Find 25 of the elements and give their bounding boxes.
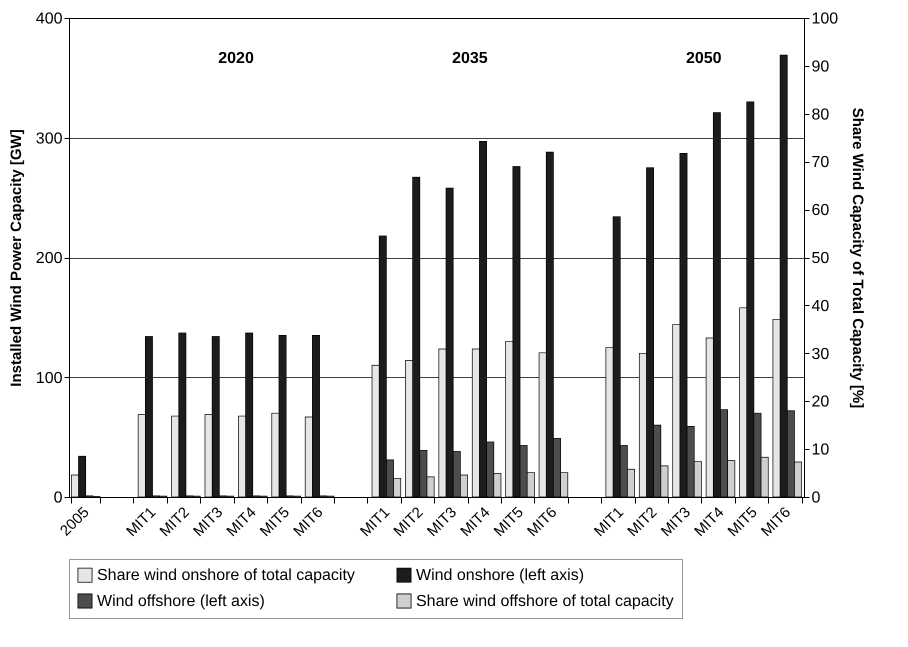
y-tick-label: 200 — [36, 250, 63, 267]
y2-tick-label: 40 — [812, 298, 830, 315]
y-tick-label: 100 — [36, 370, 63, 387]
y2-tick-label: 20 — [812, 394, 830, 411]
annotation: 2035 — [452, 50, 488, 67]
y-axis-title: Installed Wind Power Capacity [GW] — [8, 129, 25, 387]
legend-label: Wind offshore (left axis) — [97, 593, 265, 610]
y2-tick-label: 80 — [812, 106, 830, 124]
legend-label: Share wind offshore of total capacity — [416, 593, 674, 610]
y2-tick-label: 70 — [812, 154, 830, 172]
y2-tick-label: 30 — [812, 346, 830, 363]
y2-axis-title: Share Wind Capacity of Total Capacity [%] — [849, 108, 866, 408]
y2-tick-label: 60 — [812, 202, 830, 220]
y-tick-label: 300 — [36, 130, 63, 148]
legend-label: Wind onshore (left axis) — [416, 567, 584, 584]
y2-tick-label: 90 — [812, 58, 830, 76]
y2-tick-label: 100 — [812, 10, 838, 28]
annotation: 2050 — [686, 50, 722, 67]
legend-label: Share wind onshore of total capacity — [97, 567, 355, 584]
y2-tick-label: 0 — [812, 490, 820, 506]
y2-tick-label: 10 — [812, 442, 830, 459]
y-tick-label: 0 — [54, 490, 63, 506]
y2-tick-label: 50 — [812, 250, 830, 267]
annotation: 2020 — [218, 50, 254, 67]
y-tick-label: 400 — [36, 10, 63, 28]
